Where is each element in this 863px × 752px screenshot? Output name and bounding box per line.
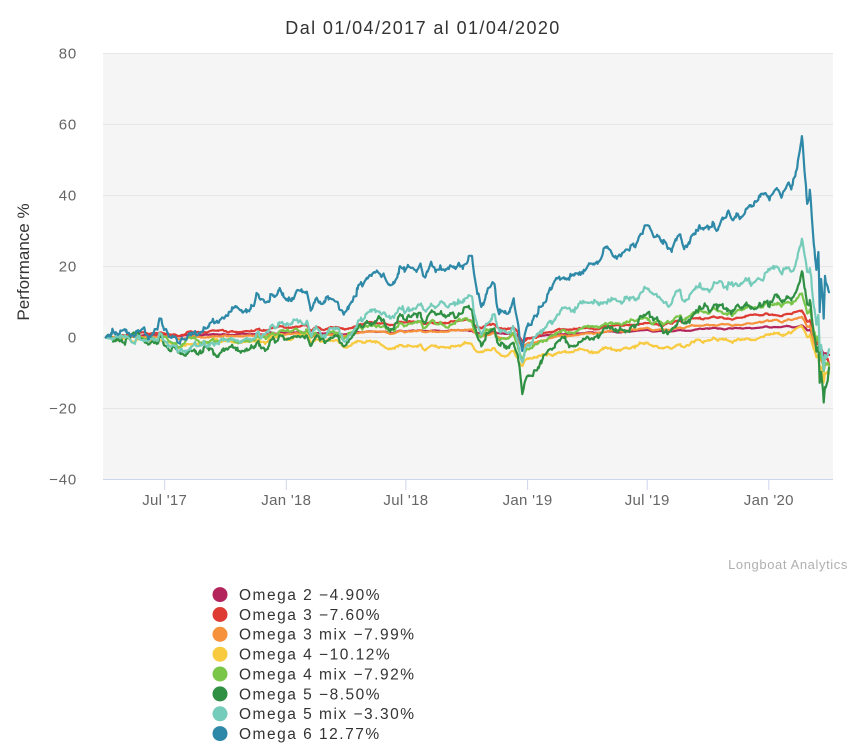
svg-text:Omega 2 −4.90%: Omega 2 −4.90% [239,587,381,604]
svg-text:0: 0 [68,330,77,347]
svg-text:60: 60 [59,117,77,134]
svg-text:−40: −40 [49,472,77,489]
svg-text:Dal 01/04/2017 al 01/04/2020: Dal 01/04/2017 al 01/04/2020 [285,18,560,38]
svg-text:Omega 4 mix −7.92%: Omega 4 mix −7.92% [239,666,415,683]
svg-text:Jul '19: Jul '19 [625,492,670,509]
svg-text:Jan '20: Jan '20 [744,492,794,509]
svg-text:Omega 6 12.77%: Omega 6 12.77% [239,726,381,743]
svg-text:Omega 3 −7.60%: Omega 3 −7.60% [239,607,381,624]
svg-text:Jan '18: Jan '18 [261,492,311,509]
svg-text:20: 20 [59,259,77,276]
svg-text:40: 40 [59,188,77,205]
svg-text:Jan '19: Jan '19 [503,492,553,509]
svg-text:80: 80 [59,46,77,63]
svg-text:Performance %: Performance % [14,203,33,320]
svg-text:Omega 4 −10.12%: Omega 4 −10.12% [239,647,391,664]
svg-text:−20: −20 [49,401,77,418]
svg-text:Omega 5 mix −3.30%: Omega 5 mix −3.30% [239,706,415,723]
svg-text:Omega 5 −8.50%: Omega 5 −8.50% [239,686,381,703]
svg-text:Omega 3 mix −7.99%: Omega 3 mix −7.99% [239,627,415,644]
svg-text:Jul '17: Jul '17 [142,492,187,509]
svg-text:Jul '18: Jul '18 [383,492,428,509]
svg-text:Longboat Analytics: Longboat Analytics [728,557,848,572]
